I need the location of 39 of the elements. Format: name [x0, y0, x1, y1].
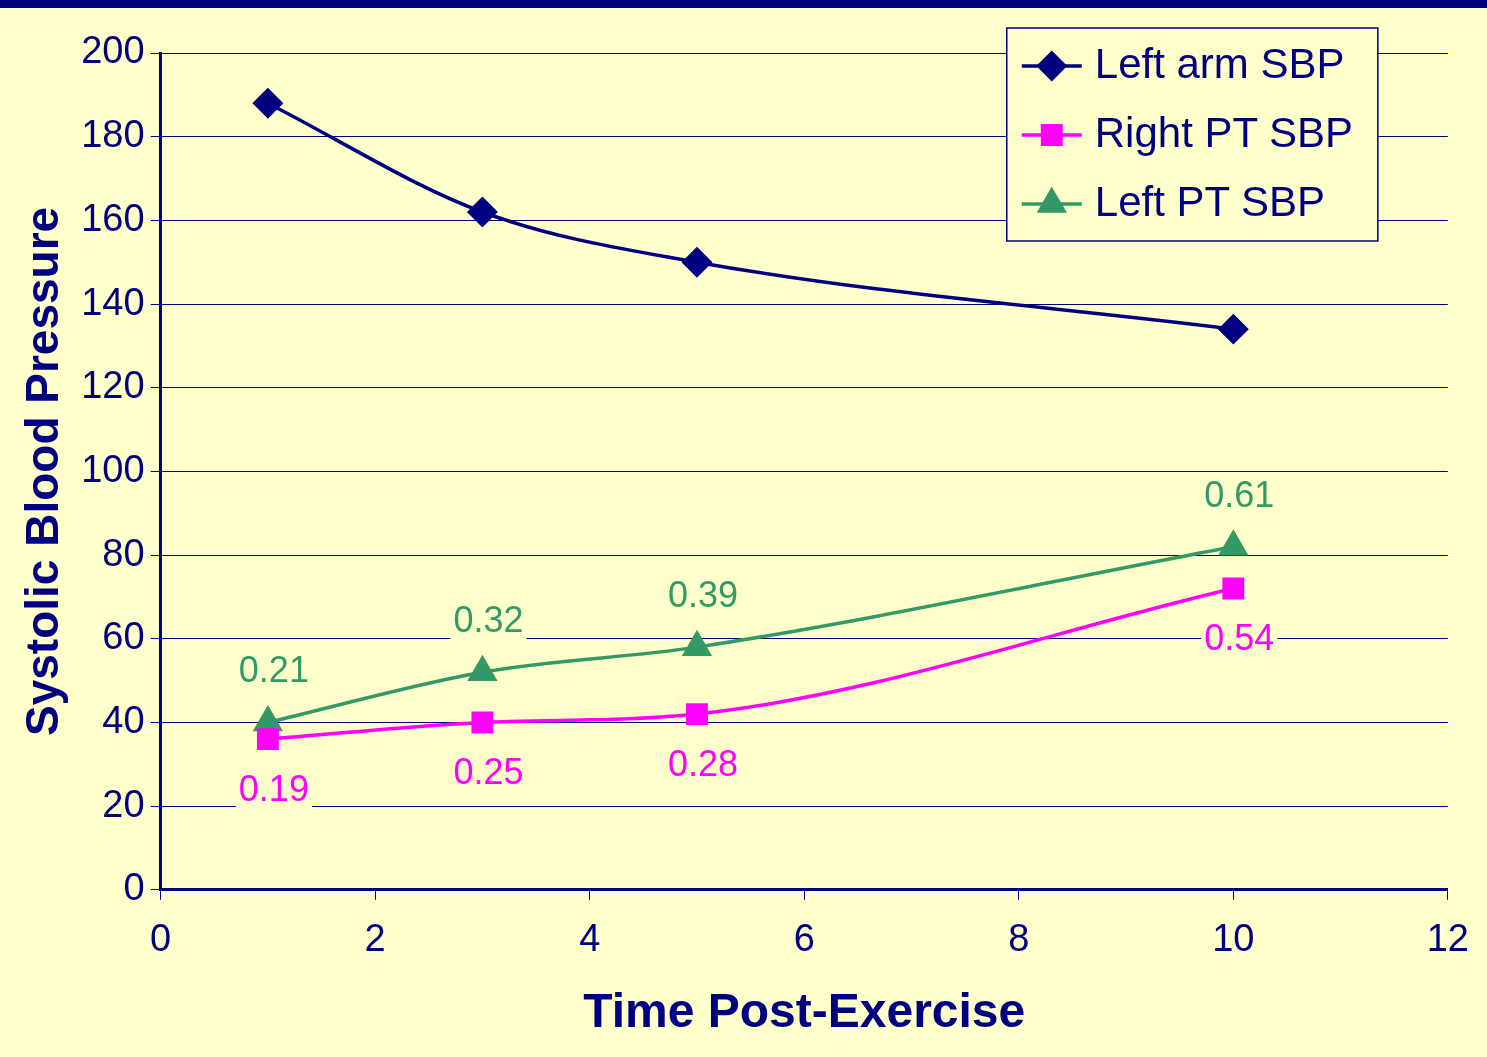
- x-tick-label: 10: [1212, 917, 1255, 960]
- point: [471, 711, 494, 734]
- point: [682, 247, 712, 277]
- x-tick-label: 4: [579, 917, 601, 960]
- point: [1218, 314, 1249, 344]
- annotation: 0.54: [1204, 617, 1275, 659]
- point: [467, 197, 498, 227]
- point: [1222, 577, 1245, 600]
- y-tick-label: 60: [102, 615, 145, 658]
- y-tick-label: 140: [81, 280, 145, 323]
- annotation: 0.28: [667, 742, 738, 784]
- legend-label: Right PT SBP: [1094, 108, 1354, 156]
- annotation: 0.61: [1204, 473, 1275, 515]
- point: [253, 88, 283, 118]
- x-tick-label: 12: [1426, 917, 1470, 960]
- x-tick-label: 0: [150, 917, 172, 960]
- y-tick-label: 100: [81, 447, 145, 490]
- point: [256, 728, 279, 751]
- x-tick-label: 8: [1008, 917, 1030, 960]
- annotation: 0.25: [453, 751, 524, 793]
- annotation: 0.32: [453, 599, 524, 641]
- annotation: 0.39: [667, 574, 738, 616]
- y-tick-label: 20: [102, 782, 145, 825]
- x-axis-title: Time Post-Exercise: [583, 984, 1026, 1038]
- x-tick-label: 2: [364, 917, 386, 960]
- y-tick-label: 40: [102, 698, 145, 741]
- annotation: 0.19: [238, 768, 309, 810]
- legend-label: Left arm SBP: [1094, 39, 1345, 87]
- annotation: 0.21: [238, 649, 309, 691]
- y-tick-label: 180: [81, 113, 145, 156]
- y-tick-label: 160: [81, 196, 145, 239]
- x-tick-label: 6: [793, 917, 815, 960]
- y-tick-label: 80: [102, 531, 145, 574]
- legend-label: Left PT SBP: [1094, 177, 1326, 225]
- point: [686, 703, 708, 726]
- y-tick-label: 120: [81, 364, 145, 407]
- y-tick-label: 0: [123, 866, 145, 909]
- y-axis-title: Systolic Blood Pressure: [16, 206, 69, 736]
- y-tick-label: 200: [81, 29, 145, 72]
